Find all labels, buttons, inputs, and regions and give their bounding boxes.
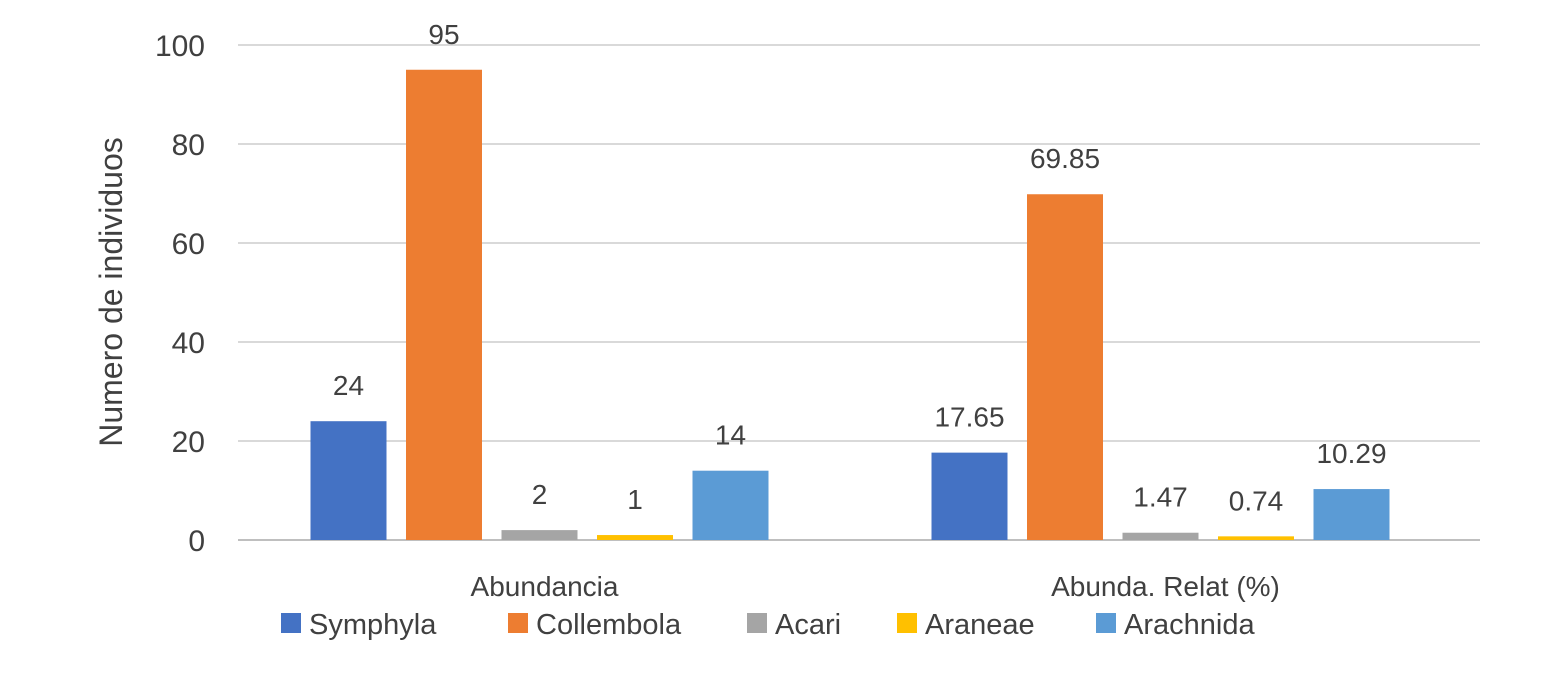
y-tick-label: 100 xyxy=(155,30,205,63)
x-category-label: Abundancia xyxy=(471,571,619,602)
legend-item-symphyla: Symphyla xyxy=(281,609,437,641)
data-label: 95 xyxy=(428,19,459,50)
legend-label: Symphyla xyxy=(309,609,437,641)
bar-araneae xyxy=(1218,536,1294,540)
data-label: 24 xyxy=(333,370,364,401)
legend-label: Arachnida xyxy=(1124,609,1255,641)
bar-acari xyxy=(1122,532,1199,540)
bar-symphyla xyxy=(931,452,1008,540)
y-tick-label: 80 xyxy=(172,129,205,162)
legend-item-acari: Acari xyxy=(747,609,841,641)
data-label: 17.65 xyxy=(934,402,1004,433)
bar-collembola xyxy=(406,69,482,540)
y-tick-label: 20 xyxy=(172,426,205,459)
legend-item-araneae: Araneae xyxy=(897,609,1035,641)
bar-acari xyxy=(501,530,578,540)
data-label: 0.74 xyxy=(1229,485,1284,516)
y-tick-label: 60 xyxy=(172,228,205,261)
data-label: 10.29 xyxy=(1316,438,1386,469)
data-label: 14 xyxy=(715,420,746,451)
x-axis-categories: Abundancia Abunda. Relat (%) xyxy=(471,571,1280,602)
y-tick-label: 40 xyxy=(172,327,205,360)
bar-araneae xyxy=(597,535,673,540)
data-label: 1.47 xyxy=(1133,482,1188,513)
bar-arachnida xyxy=(692,470,769,540)
y-axis-ticks: 0 20 40 60 80 100 xyxy=(155,30,205,558)
bar-symphyla xyxy=(310,421,387,540)
legend-swatch xyxy=(747,613,767,633)
legend: Symphyla Collembola Acari Araneae Arachnida xyxy=(281,609,1255,641)
x-category-label: Abunda. Relat (%) xyxy=(1051,571,1280,602)
data-label: 2 xyxy=(532,479,548,510)
legend-swatch xyxy=(281,613,301,633)
bars: 24 95 2 1 14 17.65 69.85 1.47 0.74 10.29 xyxy=(310,19,1390,540)
data-label: 1 xyxy=(627,484,643,515)
bar-collembola xyxy=(1027,194,1103,540)
legend-item-collembola: Collembola xyxy=(508,609,682,641)
legend-label: Acari xyxy=(775,609,841,641)
legend-swatch xyxy=(508,613,528,633)
legend-label: Araneae xyxy=(925,609,1035,641)
legend-label: Collembola xyxy=(536,609,682,641)
data-label: 69.85 xyxy=(1030,143,1100,174)
y-axis-label: Numero de individuos xyxy=(93,137,129,447)
legend-swatch xyxy=(1096,613,1116,633)
legend-swatch xyxy=(897,613,917,633)
legend-item-arachnida: Arachnida xyxy=(1096,609,1255,641)
y-tick-label: 0 xyxy=(188,525,205,558)
bar-arachnida xyxy=(1313,489,1390,540)
